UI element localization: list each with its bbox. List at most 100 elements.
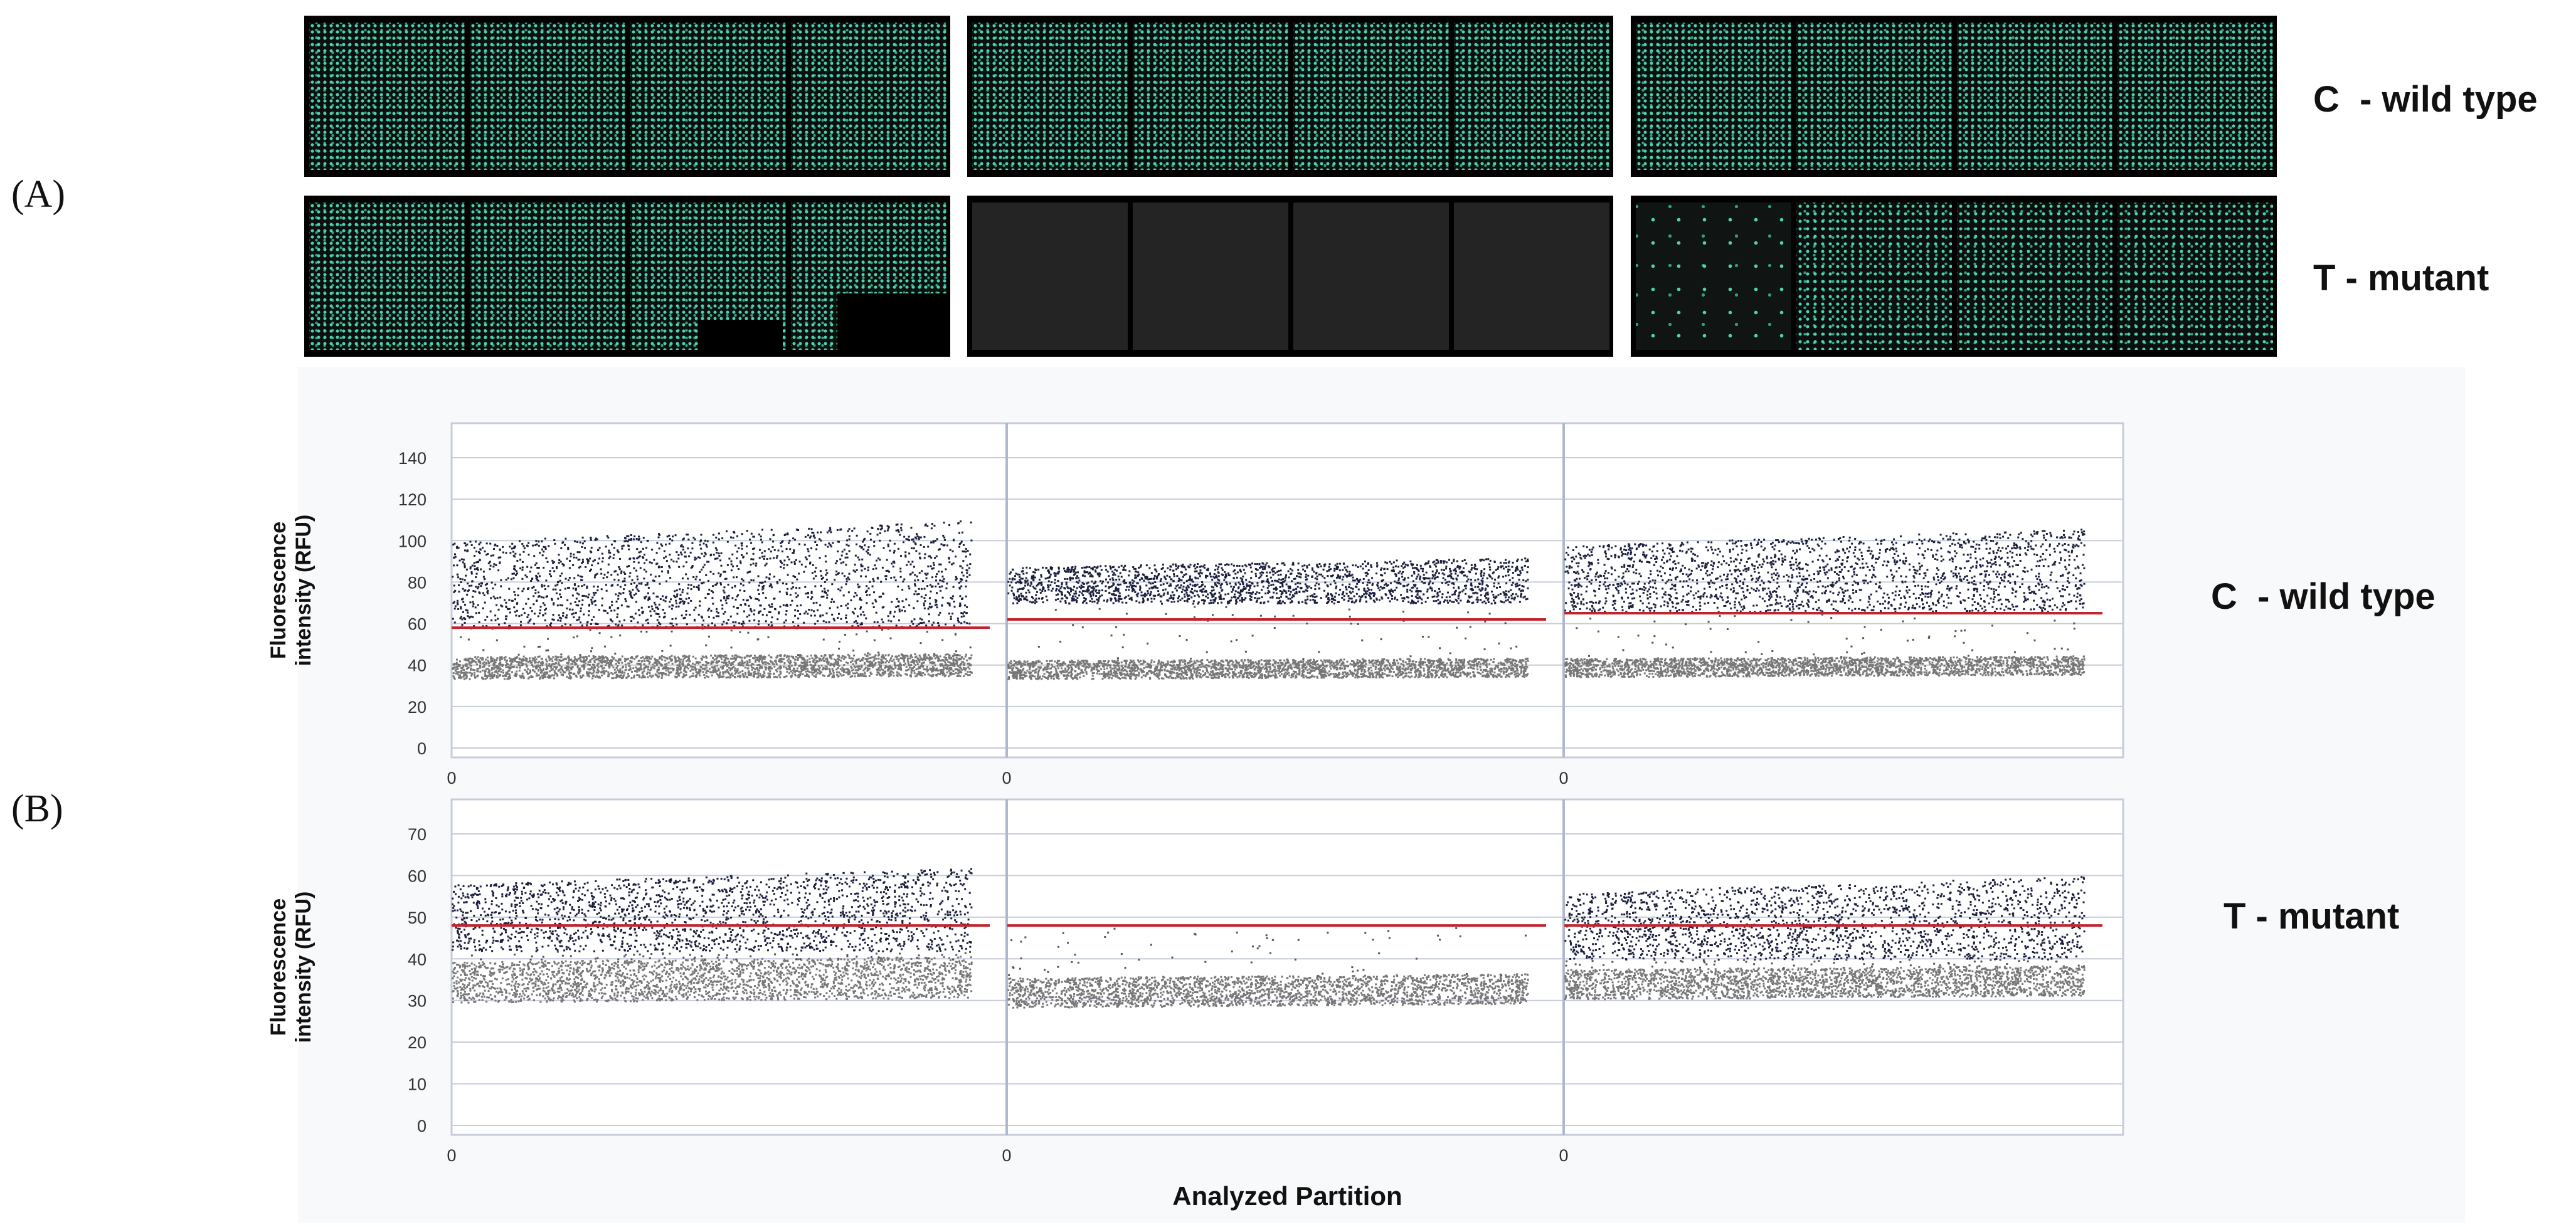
negative-droplet	[676, 666, 678, 668]
negative-droplet	[754, 671, 756, 673]
negative-droplet	[552, 663, 554, 665]
negative-droplet	[479, 667, 481, 669]
positive-droplet	[554, 585, 556, 587]
positive-droplet	[553, 571, 555, 572]
negative-droplet	[855, 669, 857, 671]
positive-droplet	[849, 550, 851, 552]
positive-droplet	[859, 586, 861, 587]
positive-droplet	[524, 574, 526, 576]
positive-droplet	[476, 573, 478, 575]
positive-droplet	[659, 547, 660, 549]
positive-droplet	[665, 556, 667, 557]
positive-droplet	[491, 582, 493, 584]
negative-droplet	[479, 665, 481, 667]
positive-droplet	[694, 619, 696, 621]
positive-droplet	[780, 545, 782, 547]
negative-droplet	[955, 668, 957, 670]
positive-droplet	[755, 565, 757, 567]
negative-droplet	[477, 656, 479, 658]
positive-droplet	[677, 554, 679, 556]
negative-droplet	[602, 668, 603, 670]
positive-droplet	[798, 587, 800, 589]
negative-droplet	[970, 657, 972, 659]
negative-droplet	[494, 674, 496, 676]
negative-droplet	[608, 665, 610, 666]
positive-droplet	[638, 609, 640, 611]
positive-droplet	[783, 567, 785, 569]
negative-droplet	[805, 666, 807, 668]
negative-droplet	[889, 665, 891, 667]
positive-droplet	[689, 614, 691, 616]
positive-droplet	[742, 621, 744, 623]
negative-droplet	[1407, 668, 1409, 670]
negative-droplet	[468, 666, 470, 668]
positive-droplet	[935, 540, 936, 542]
negative-droplet	[969, 671, 971, 673]
negative-droplet	[474, 656, 476, 658]
positive-droplet	[750, 558, 752, 560]
negative-droplet	[502, 672, 504, 674]
negative-droplet	[655, 661, 657, 663]
positive-droplet	[786, 592, 788, 594]
positive-droplet	[867, 530, 869, 532]
negative-droplet	[572, 666, 574, 668]
positive-droplet	[567, 548, 569, 550]
positive-droplet	[787, 556, 788, 558]
positive-droplet	[803, 622, 805, 624]
positive-droplet	[539, 609, 541, 611]
positive-droplet	[457, 608, 459, 610]
positive-droplet	[478, 543, 480, 545]
positive-droplet	[479, 621, 480, 623]
positive-droplet	[896, 530, 898, 532]
negative-droplet	[636, 663, 638, 665]
negative-droplet	[735, 658, 737, 660]
negative-droplet	[638, 675, 640, 677]
positive-droplet	[672, 561, 674, 562]
negative-droplet	[1253, 665, 1255, 667]
negative-droplet	[536, 658, 538, 660]
positive-droplet	[794, 609, 796, 611]
positive-droplet	[777, 618, 778, 620]
positive-droplet	[918, 538, 920, 540]
positive-droplet	[483, 576, 485, 577]
negative-droplet	[885, 661, 887, 663]
positive-droplet	[786, 548, 788, 550]
positive-droplet	[898, 531, 900, 533]
negative-droplet	[794, 673, 796, 675]
positive-droplet	[613, 547, 615, 549]
positive-droplet	[924, 553, 926, 555]
positive-droplet	[691, 588, 692, 590]
negative-droplet	[455, 668, 457, 670]
positive-droplet	[536, 562, 538, 564]
negative-droplet	[504, 657, 506, 659]
positive-droplet	[504, 622, 506, 624]
negative-droplet	[703, 674, 705, 676]
negative-droplet	[1527, 660, 1529, 662]
negative-droplet	[600, 656, 602, 658]
positive-droplet	[452, 576, 453, 577]
negative-droplet	[546, 663, 548, 665]
negative-droplet	[770, 660, 771, 662]
positive-droplet	[467, 550, 469, 552]
positive-droplet	[538, 615, 539, 617]
positive-droplet	[615, 570, 617, 572]
negative-droplet	[637, 669, 639, 671]
positive-droplet	[814, 571, 816, 572]
positive-droplet	[667, 570, 669, 572]
positive-droplet	[930, 565, 932, 567]
positive-droplet	[792, 586, 794, 588]
rain-droplet	[852, 650, 854, 651]
negative-droplet	[833, 674, 835, 676]
negative-droplet	[803, 662, 805, 664]
positive-droplet	[949, 604, 951, 606]
negative-droplet	[758, 675, 760, 677]
negative-droplet	[882, 655, 884, 656]
rain-droplet	[545, 650, 547, 651]
positive-droplet	[918, 588, 920, 590]
positive-droplet	[763, 556, 765, 557]
negative-droplet	[952, 659, 954, 661]
positive-droplet	[893, 561, 894, 562]
negative-droplet	[585, 656, 587, 658]
negative-droplet	[839, 665, 840, 667]
negative-droplet	[662, 668, 664, 670]
